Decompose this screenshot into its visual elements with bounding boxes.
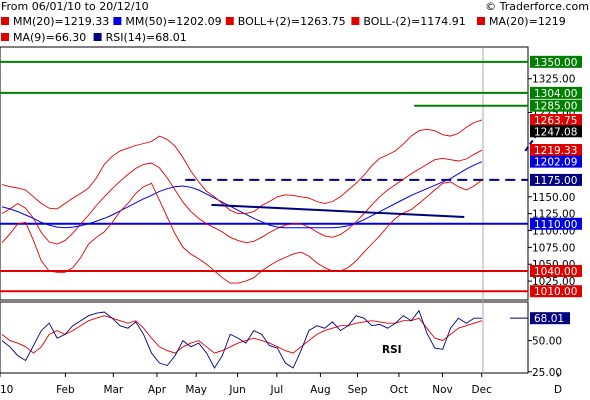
x-tick-label: 10 — [0, 384, 13, 396]
legend-swatch — [1, 33, 9, 41]
level-label: 1285.00 — [534, 101, 577, 113]
level-label-box — [530, 217, 582, 230]
price-plot — [0, 60, 561, 293]
axes: 1325.001275.001150.001125.001100.001075.… — [0, 55, 582, 396]
series-mm-50- — [1, 161, 483, 229]
level-label: 1110.00 — [534, 219, 577, 231]
level-label: 1175.00 — [534, 175, 577, 187]
rsi-annotation: RSI — [382, 344, 402, 356]
level-label: 1219.33 — [534, 145, 577, 157]
level-label-box — [530, 86, 582, 99]
x-tick-label: Nov — [432, 384, 453, 396]
trendline — [211, 203, 465, 219]
legend-swatch — [477, 17, 485, 25]
level-label-box — [530, 264, 582, 277]
legend-row-1: MM(20)=1219.33 MM(50)=1202.09 BOLL+(2)=126… — [1, 15, 566, 28]
level-label: 1010.00 — [534, 286, 577, 298]
rsi-tick-label: 25.00 — [532, 367, 562, 379]
x-tick-label: D — [554, 384, 562, 396]
series-ma-9- — [1, 315, 483, 354]
chart-header: From 06/01/10 to 20/12/10 © Traderforce.… — [1, 0, 589, 44]
x-tick-label: Jul — [269, 384, 283, 396]
level-label-box — [530, 155, 582, 168]
x-tick-label: Feb — [56, 384, 75, 396]
level-label-box — [530, 144, 582, 157]
series-boll-2- — [1, 119, 483, 215]
legend-swatch — [1, 17, 9, 25]
legend-swatch — [225, 17, 234, 25]
legend-entry: BOLL-(2)=1174.91 — [363, 15, 465, 28]
legend-swatch — [113, 17, 122, 25]
copyright: © Traderforce.com — [485, 0, 589, 13]
legend-swatch — [351, 17, 360, 25]
legend-row-2: MA(9)=66.30 RSI(14)=68.01 — [1, 31, 187, 44]
legend-entry: MA(9)=66.30 — [13, 31, 86, 44]
level-label: 1202.09 — [534, 157, 577, 169]
x-tick-label: Sep — [348, 384, 368, 396]
level-label-box — [530, 125, 582, 138]
legend-entry: MM(50)=1202.09 — [125, 15, 221, 28]
level-label: 1040.00 — [534, 266, 577, 278]
date-range: From 06/01/10 to 20/12/10 — [1, 0, 149, 13]
rsi-level-label: 68.01 — [534, 313, 564, 325]
x-tick-label: Aug — [310, 384, 331, 396]
price-tick-label: 1150.00 — [532, 192, 575, 204]
series-mm-20- — [1, 149, 483, 245]
rsi-level-label-box — [530, 312, 570, 325]
x-tick-label: Dec — [472, 384, 493, 396]
level-label: 1263.75 — [534, 115, 577, 127]
price-panel — [0, 46, 529, 301]
level-label-box — [530, 173, 582, 186]
level-label: 1247.08 — [534, 126, 577, 138]
level-label-box — [530, 55, 582, 68]
legend-entry: RSI(14)=68.01 — [106, 31, 187, 44]
level-label-box — [530, 99, 582, 112]
price-tick-label: 1125.00 — [532, 209, 575, 221]
legend-entry: BOLL+(2)=1263.75 — [238, 15, 346, 28]
rsi-tick-label: 50.00 — [532, 336, 562, 348]
x-tick-label: Mar — [103, 384, 123, 396]
x-tick-label: May — [185, 384, 207, 396]
x-tick-label: Apr — [148, 384, 167, 396]
legend-swatch — [93, 33, 102, 41]
legend-entry: MA(20)=1219 — [489, 15, 566, 28]
series-rsi-14- — [1, 309, 482, 369]
level-label: 1304.00 — [534, 88, 577, 100]
level-label-box — [530, 285, 582, 298]
level-label: 1350.00 — [534, 57, 577, 69]
x-tick-label: Oct — [390, 384, 408, 396]
price-tick-label: 1325.00 — [532, 74, 575, 86]
price-tick-label: 1075.00 — [532, 242, 575, 254]
legend-entry: MM(20)=1219.33 — [13, 15, 109, 28]
price-tick-label: 1025.00 — [532, 276, 575, 288]
x-tick-label: Jun — [228, 384, 245, 396]
level-label-box — [530, 114, 582, 127]
rsi-plot: RSI — [1, 309, 483, 369]
